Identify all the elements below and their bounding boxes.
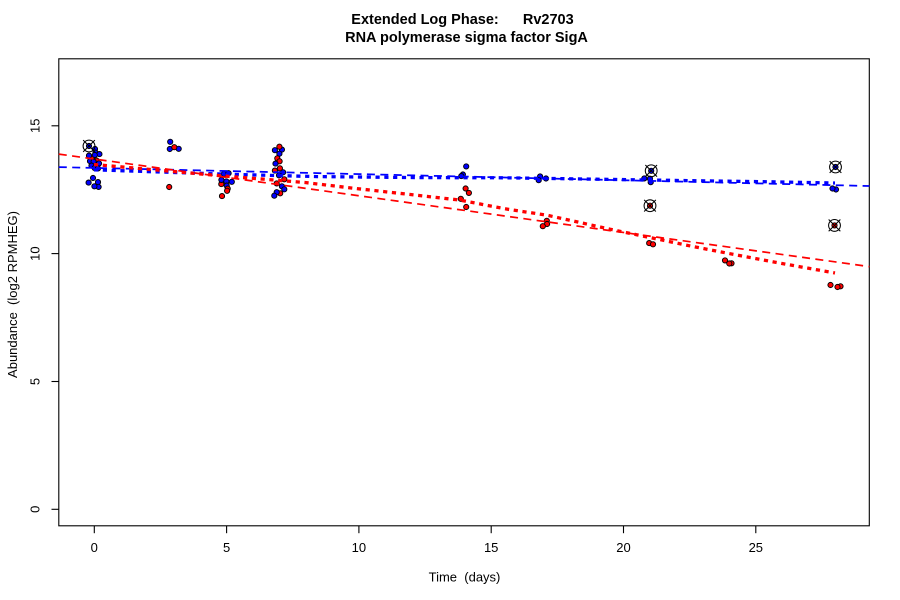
svg-text:Abundance (log2 RPMHEG): Abundance (log2 RPMHEG): [5, 211, 20, 378]
svg-text:15: 15: [27, 119, 42, 133]
svg-text:5: 5: [27, 378, 42, 385]
svg-text:Extended Log Phase: Rv270: Extended Log Phase: Rv2703: [351, 12, 573, 28]
svg-text:10: 10: [27, 246, 42, 260]
svg-text:20: 20: [616, 540, 630, 555]
svg-text:0: 0: [27, 506, 42, 513]
svg-text:10: 10: [352, 540, 366, 555]
svg-text:5: 5: [223, 540, 230, 555]
svg-text:Time (days): Time (days): [429, 570, 501, 585]
svg-text:15: 15: [484, 540, 498, 555]
svg-text:0: 0: [91, 540, 98, 555]
svg-text:25: 25: [749, 540, 763, 555]
svg-text:RNA polymerase sigma factor Si: RNA polymerase sigma factor SigA: [345, 30, 588, 46]
